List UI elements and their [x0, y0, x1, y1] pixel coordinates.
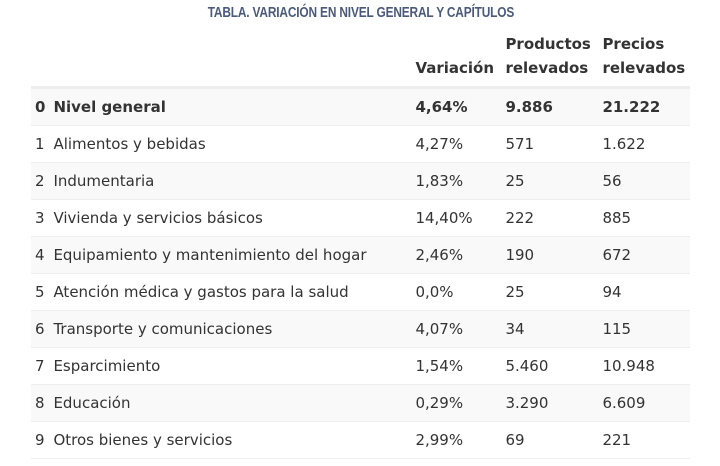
cell-label: Vivienda y servicios básicos	[49, 199, 412, 237]
header-productos: Productos relevados	[501, 30, 599, 89]
cell-productos: 222	[501, 199, 599, 237]
cell-index: 5	[31, 273, 50, 311]
cell-productos: 190	[501, 236, 599, 274]
cell-variacion: 1,83%	[411, 162, 502, 200]
cell-index: 9	[31, 421, 50, 459]
cell-label: Esparcimiento	[49, 347, 412, 385]
cell-precios: 10.948	[598, 347, 690, 385]
cell-precios: 221	[598, 421, 690, 459]
header-precios: Precios relevados	[598, 30, 690, 89]
cell-index: 7	[31, 347, 50, 385]
cell-variacion: 14,40%	[411, 199, 502, 237]
cell-index: 3	[31, 199, 50, 237]
table-header-row: Variación Productos relevados Precios rele…	[31, 30, 690, 89]
cell-productos: 3.290	[501, 384, 599, 422]
cell-precios: 56	[598, 162, 690, 200]
table-row: 6 Transporte y comunicaciones 4,07% 34 1…	[31, 310, 690, 348]
cell-precios: 672	[598, 236, 690, 274]
table-row: 1 Alimentos y bebidas 4,27% 571 1.622	[31, 125, 690, 163]
cell-productos: 34	[501, 310, 599, 348]
cell-index: 6	[31, 310, 50, 348]
cell-productos: 25	[501, 162, 599, 200]
cell-variacion: 2,46%	[411, 236, 502, 274]
cell-index: 8	[31, 384, 50, 422]
cell-variacion: 4,27%	[411, 125, 502, 163]
cell-label: Equipamiento y mantenimiento del hogar	[49, 236, 412, 274]
cell-variacion: 0,0%	[411, 273, 502, 311]
header-variacion: Variación	[411, 30, 502, 89]
cell-index: 1	[31, 125, 50, 163]
cell-productos: 9.886	[501, 87, 599, 126]
cell-productos: 69	[501, 421, 599, 459]
cell-variacion: 0,29%	[411, 384, 502, 422]
header-index	[31, 30, 50, 89]
cell-variacion: 4,07%	[411, 310, 502, 348]
cell-productos: 25	[501, 273, 599, 311]
cell-precios: 1.622	[598, 125, 690, 163]
cell-productos: 5.460	[501, 347, 599, 385]
cell-index: 4	[31, 236, 50, 274]
table-row: 9 Otros bienes y servicios 2,99% 69 221	[31, 421, 690, 459]
table-row: 2 Indumentaria 1,83% 25 56	[31, 162, 690, 200]
cell-precios: 21.222	[598, 87, 690, 126]
header-productos-line2: relevados	[505, 59, 589, 77]
table-row: 7 Esparcimiento 1,54% 5.460 10.948	[31, 347, 690, 385]
table-row: 4 Equipamiento y mantenimiento del hogar…	[31, 236, 690, 274]
cell-variacion: 4,64%	[411, 87, 502, 126]
cell-label: Atención médica y gastos para la salud	[49, 273, 412, 311]
cell-label: Otros bienes y servicios	[49, 421, 412, 459]
data-table: Variación Productos relevados Precios rele…	[31, 30, 690, 459]
cell-index: 2	[31, 162, 50, 200]
table-row: 5 Atención médica y gastos para la salud…	[31, 273, 690, 311]
table-caption: TABLA. VARIACIÓN EN NIVEL GENERAL Y CAPÍ…	[207, 5, 515, 21]
cell-label: Nivel general	[49, 87, 412, 126]
cell-precios: 885	[598, 199, 690, 237]
cell-label: Transporte y comunicaciones	[49, 310, 412, 348]
cell-precios: 6.609	[598, 384, 690, 422]
cell-precios: 115	[598, 310, 690, 348]
table-row: 8 Educación 0,29% 3.290 6.609	[31, 384, 690, 422]
cell-label: Educación	[49, 384, 412, 422]
header-variacion-text: Variación	[415, 59, 495, 77]
cell-precios: 94	[598, 273, 690, 311]
cell-index: 0	[31, 87, 50, 126]
header-productos-line1: Productos	[505, 35, 591, 53]
header-precios-line1: Precios	[602, 35, 665, 53]
header-label	[49, 30, 412, 89]
cell-variacion: 2,99%	[411, 421, 502, 459]
table-row: 3 Vivienda y servicios básicos 14,40% 22…	[31, 199, 690, 237]
cell-variacion: 1,54%	[411, 347, 502, 385]
cell-productos: 571	[501, 125, 599, 163]
cell-label: Alimentos y bebidas	[49, 125, 412, 163]
table-row-nivel-general: 0 Nivel general 4,64% 9.886 21.222	[31, 87, 690, 126]
header-precios-line2: relevados	[602, 59, 686, 77]
cell-label: Indumentaria	[49, 162, 412, 200]
